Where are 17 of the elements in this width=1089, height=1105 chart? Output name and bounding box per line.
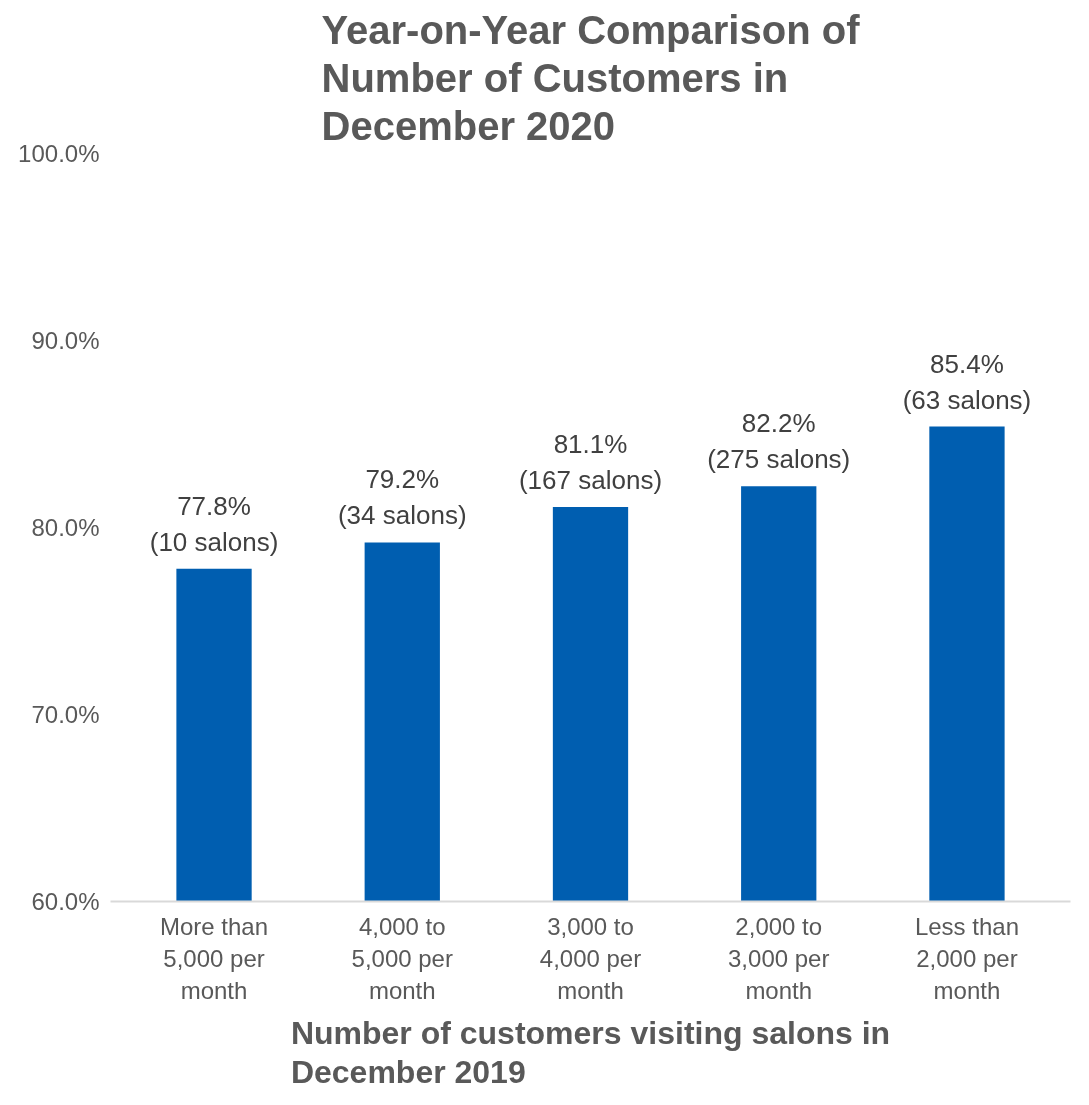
data-label: 85.4% (63 salons) — [902, 348, 1032, 415]
y-tick-label: 60.0% — [31, 888, 100, 915]
x-tick-label: 3,000 to 4,000 per month — [539, 912, 642, 1005]
data-label: 82.2% (275 salons) — [707, 408, 851, 475]
chart-title: Year-on-Year Comparison of Number of Customers in December 2020 — [321, 7, 861, 149]
data-label: 77.8% (10 salons) — [149, 490, 279, 557]
x-axis-title: Number of customers visiting salons in December 2019 — [290, 1014, 891, 1091]
y-tick-label: 90.0% — [31, 327, 100, 354]
y-tick-label: 80.0% — [31, 514, 100, 541]
x-tick-label: More than 5,000 per month — [160, 912, 269, 1005]
y-tick-label: 70.0% — [31, 701, 100, 728]
data-label: 79.2% (34 salons) — [337, 464, 467, 531]
y-tick-label: 100.0% — [18, 140, 100, 167]
x-tick-label: 2,000 to 3,000 per month — [728, 912, 830, 1005]
data-label: 81.1% (167 salons) — [518, 428, 663, 495]
x-tick-label: Less than 2,000 per month — [914, 912, 1020, 1005]
x-tick-label: 4,000 to 5,000 per month — [351, 912, 453, 1005]
